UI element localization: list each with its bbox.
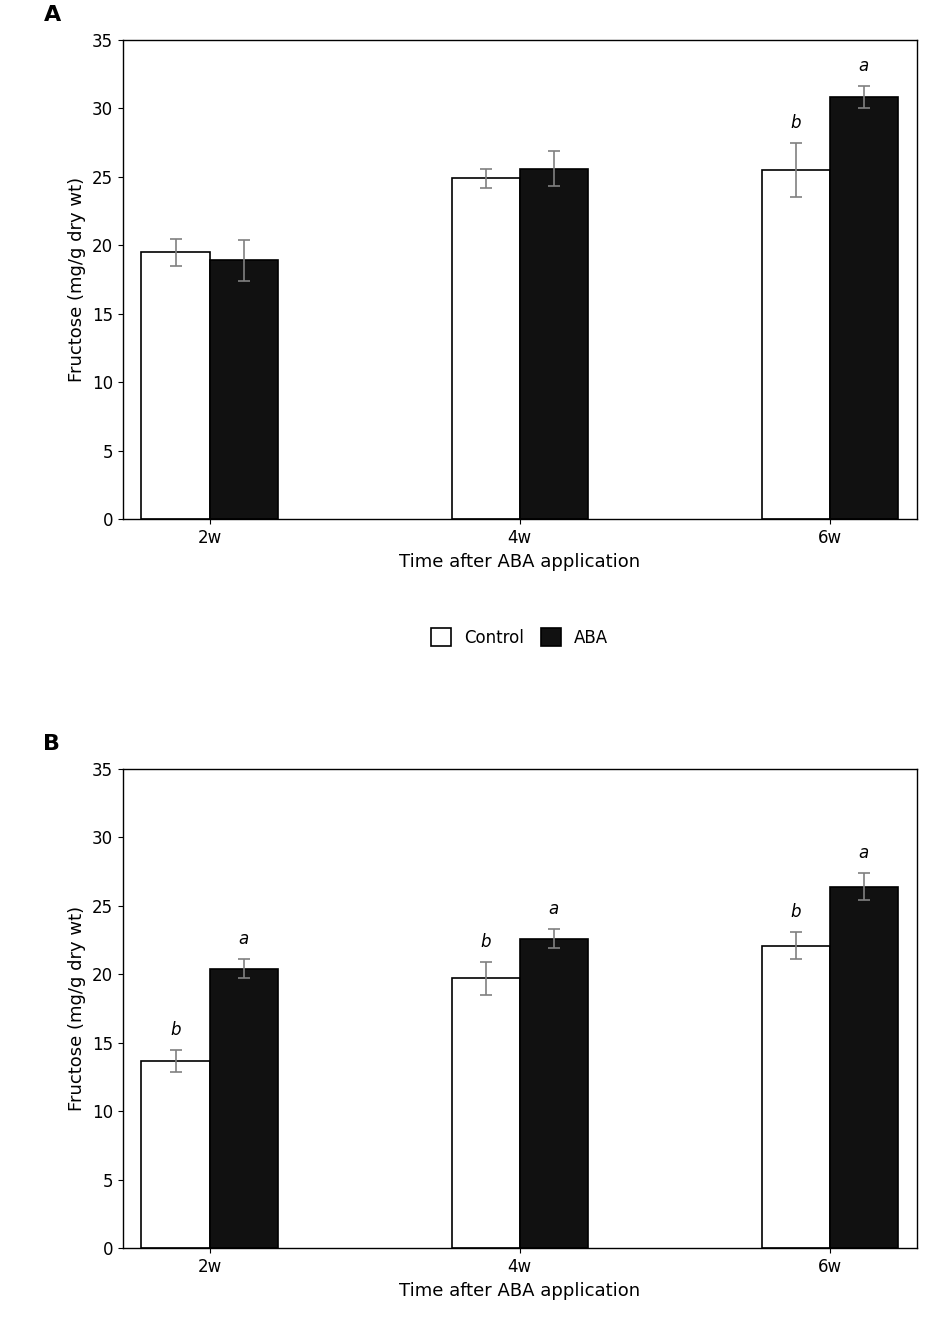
Bar — [519, 939, 587, 1248]
Y-axis label: Fructose (mg/g dry wt): Fructose (mg/g dry wt) — [68, 177, 86, 382]
Bar — [210, 260, 278, 519]
Text: a: a — [858, 843, 868, 862]
X-axis label: Time after ABA application: Time after ABA application — [398, 552, 640, 571]
Bar — [519, 169, 587, 519]
Text: B: B — [43, 734, 60, 754]
Text: b: b — [789, 114, 801, 131]
X-axis label: Time after ABA application: Time after ABA application — [398, 1282, 640, 1300]
Text: b: b — [789, 903, 801, 920]
Bar — [829, 97, 897, 519]
Bar — [761, 946, 829, 1248]
Bar — [142, 1061, 210, 1248]
Bar — [761, 170, 829, 519]
Bar — [210, 969, 278, 1248]
Text: a: a — [858, 57, 868, 76]
Text: b: b — [480, 934, 490, 951]
Bar — [451, 979, 519, 1248]
Bar — [142, 252, 210, 519]
Text: a: a — [239, 930, 248, 948]
Bar — [829, 887, 897, 1248]
Text: a: a — [548, 900, 559, 918]
Bar — [451, 178, 519, 519]
Text: A: A — [43, 5, 60, 25]
Legend: Control, ABA: Control, ABA — [422, 620, 616, 655]
Y-axis label: Fructose (mg/g dry wt): Fructose (mg/g dry wt) — [68, 906, 86, 1112]
Text: b: b — [170, 1021, 180, 1038]
